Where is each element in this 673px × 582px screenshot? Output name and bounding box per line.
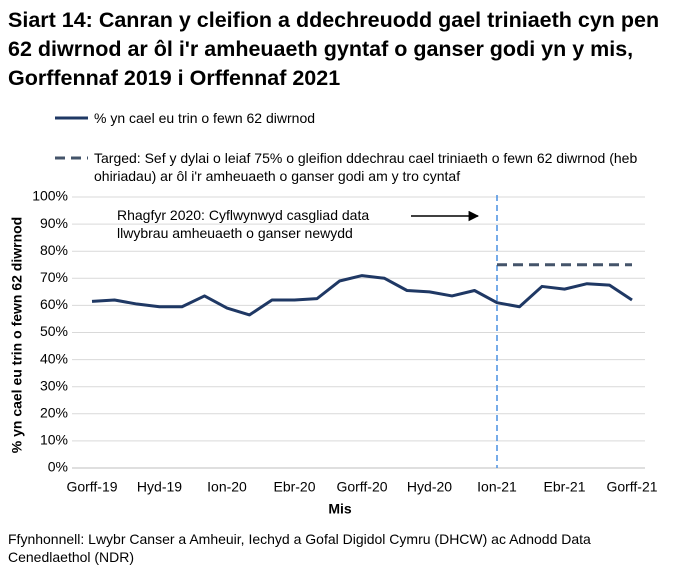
x-tick-label: Hyd-19 bbox=[137, 479, 182, 495]
y-tick-label: 90% bbox=[40, 215, 68, 231]
x-tick-label: Ebr-20 bbox=[273, 479, 315, 495]
y-tick-label: 80% bbox=[40, 242, 68, 258]
y-axis-label: % yn cael eu trin o fewn 62 diwrnod bbox=[9, 217, 25, 454]
legend-label: Targed: Sef y dylai o leiaf 75% o gleifi… bbox=[94, 150, 638, 184]
x-tick-label: Ebr-21 bbox=[543, 479, 585, 495]
chart-title: Siart 14: Canran y cleifion a ddechreuod… bbox=[8, 8, 660, 90]
y-tick-label: 0% bbox=[48, 459, 68, 475]
annotation: Rhagfyr 2020: Cyflwynwyd casgliad data l… bbox=[117, 207, 370, 241]
x-tick-label: Ion-21 bbox=[477, 479, 517, 495]
y-tick-label: 30% bbox=[40, 377, 68, 393]
y-tick-label: 70% bbox=[40, 269, 68, 285]
y-tick-label: 40% bbox=[40, 350, 68, 366]
source: Ffynhonnell: Lwybr Canser a Amheuir, Iec… bbox=[8, 531, 591, 565]
y-tick-label: 20% bbox=[40, 405, 68, 421]
series-line bbox=[91, 274, 633, 317]
y-tick-label: 10% bbox=[40, 432, 68, 448]
y-tick-label: 50% bbox=[40, 323, 68, 339]
x-tick-label: Hyd-20 bbox=[407, 479, 452, 495]
legend-label: % yn cael eu trin o fewn 62 diwrnod bbox=[94, 110, 316, 126]
x-tick-label: Gorff-19 bbox=[66, 479, 117, 495]
x-tick-label: Gorff-21 bbox=[606, 479, 657, 495]
x-tick-label: Ion-20 bbox=[207, 479, 247, 495]
y-tick-label: 60% bbox=[40, 296, 68, 312]
y-tick-label: 100% bbox=[32, 188, 68, 204]
x-tick-label: Gorff-20 bbox=[336, 479, 387, 495]
x-axis-label: Mis bbox=[328, 501, 352, 517]
